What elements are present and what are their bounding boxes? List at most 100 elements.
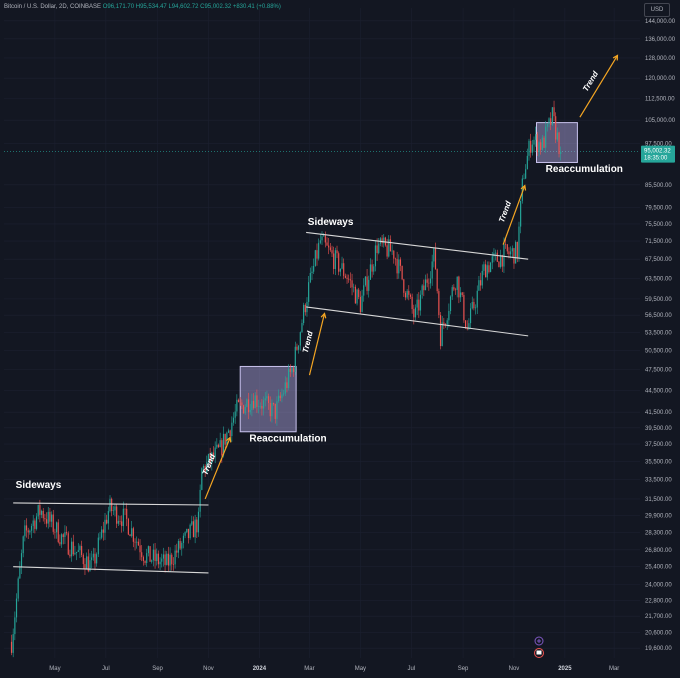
candle-body	[104, 519, 106, 533]
candle-body	[348, 278, 350, 280]
y-tick-label: 24,000.00	[645, 583, 672, 589]
price-tag-box	[641, 145, 675, 163]
candle-body	[321, 236, 323, 241]
candle-body	[550, 118, 552, 125]
candle-body	[234, 411, 236, 418]
candle-body	[257, 406, 260, 407]
candle-body	[62, 534, 64, 538]
candle-body	[76, 551, 78, 553]
candle-body	[349, 279, 351, 281]
candle-body	[169, 554, 171, 566]
candle-body	[226, 432, 228, 445]
candle-body	[283, 393, 285, 395]
candle-body	[286, 382, 288, 388]
candle-body	[343, 263, 345, 276]
candle-body	[227, 430, 230, 433]
candle-body	[212, 452, 215, 458]
candle-body	[371, 264, 373, 272]
candle-body	[441, 322, 443, 347]
price-axis[interactable]: 144,000.00 136,000.00 128,000.00 120,000.00…	[645, 19, 676, 652]
candle-body	[558, 132, 560, 154]
candle-body	[159, 561, 161, 565]
trend-arrow	[502, 185, 526, 245]
candle-body	[394, 258, 397, 260]
x-tick-label: Mar	[609, 666, 619, 672]
candle-body	[368, 279, 370, 291]
candle-body	[252, 400, 255, 409]
candle-body	[12, 634, 14, 653]
candle-body	[476, 290, 478, 308]
candle-body	[232, 417, 235, 423]
candle-body	[219, 440, 221, 448]
candle-body	[177, 541, 180, 553]
candle-body	[187, 528, 190, 539]
candle-body	[186, 528, 188, 533]
candle-body	[204, 466, 206, 473]
candle-body	[409, 294, 412, 297]
trend-label: Trend	[581, 69, 601, 93]
y-tick-label: 35,500.00	[645, 459, 672, 465]
annotation-label: Reaccumulation	[249, 434, 326, 445]
candle-body	[182, 535, 185, 544]
candle-body	[59, 542, 61, 545]
candle-body	[34, 520, 36, 529]
candle-body	[144, 560, 146, 563]
candle-body	[152, 549, 154, 561]
x-tick-label: Nov	[509, 666, 520, 672]
candle-body	[15, 598, 18, 618]
candle-body	[428, 282, 430, 284]
candle-body	[54, 531, 56, 533]
candle-body	[401, 265, 403, 280]
candle-body	[167, 553, 170, 566]
x-tick-label: Jul	[102, 666, 110, 672]
y-tick-label: 37,500.00	[645, 442, 672, 448]
candle-body	[30, 525, 33, 531]
candle-body	[333, 253, 335, 270]
x-tick-label: May	[49, 666, 60, 672]
candle-body	[142, 557, 144, 561]
candle-body	[481, 270, 483, 286]
candle-body	[32, 520, 34, 526]
candle-body	[526, 155, 528, 170]
candle-body	[207, 454, 210, 462]
candle-body	[399, 259, 402, 266]
candle-body	[353, 286, 355, 288]
candle-body	[548, 118, 550, 124]
candle-body	[94, 553, 96, 564]
candle-body	[341, 263, 343, 269]
candle-body	[61, 534, 63, 545]
time-axis[interactable]: May Jul Sep Nov 2024 Mar May Jul Sep Nov 2025 Mar	[49, 666, 619, 672]
currency-button[interactable]: USD	[644, 3, 670, 17]
candle-body	[498, 261, 500, 268]
candle-body	[151, 560, 153, 562]
candle-body	[141, 552, 143, 558]
candle-body	[24, 525, 26, 537]
candle-body	[411, 296, 413, 310]
candle-body	[89, 560, 91, 572]
candle-body	[55, 522, 58, 533]
y-tick-label: 39,500.00	[645, 426, 672, 432]
candle-body	[82, 554, 84, 565]
candle-body	[373, 266, 375, 272]
candle-body	[161, 558, 163, 562]
candle-body	[67, 533, 69, 555]
candle-body	[279, 395, 281, 399]
y-tick-label: 26,800.00	[645, 548, 672, 554]
candle-body	[551, 107, 553, 125]
candle-body	[274, 403, 276, 419]
candle-body	[369, 264, 371, 280]
candle-body	[389, 239, 392, 252]
candle-body	[273, 402, 275, 404]
candle-body	[359, 297, 361, 313]
candle-body	[396, 258, 398, 274]
add-event-icon	[534, 636, 544, 646]
candle-body	[129, 534, 131, 537]
candle-body	[308, 282, 310, 302]
chart-widgets	[534, 636, 545, 658]
annotation-label: Sideways	[16, 480, 62, 491]
candle-body	[209, 454, 211, 464]
candle-body	[42, 510, 44, 519]
y-tick-label: 59,500.00	[645, 297, 672, 303]
candle-body	[106, 519, 108, 524]
